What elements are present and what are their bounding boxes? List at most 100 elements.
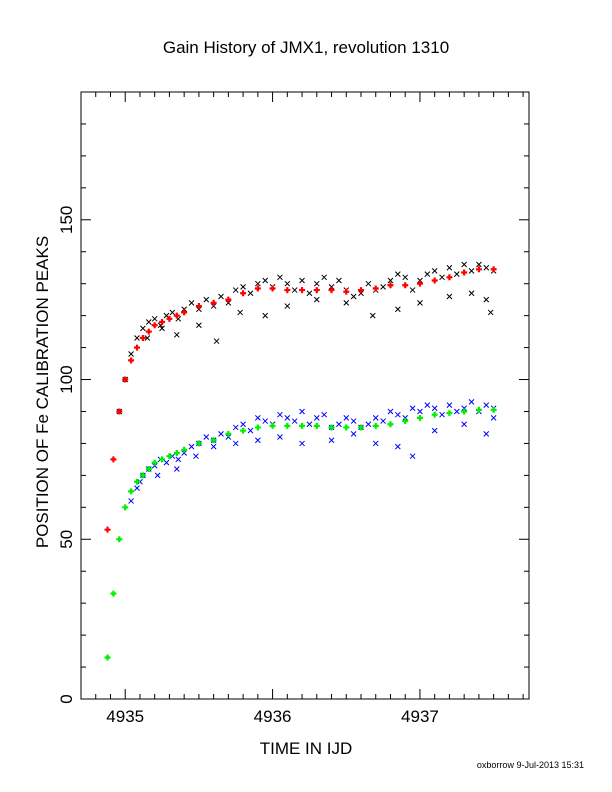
data-point	[175, 456, 182, 463]
data-point	[461, 261, 468, 268]
data-series	[144, 290, 494, 345]
data-point	[483, 402, 490, 408]
data-point	[110, 590, 117, 597]
data-point	[166, 453, 173, 460]
y-tick-label: 50	[57, 530, 76, 549]
data-point	[140, 325, 146, 332]
data-point	[416, 414, 423, 421]
data-point	[461, 269, 468, 276]
data-point	[225, 296, 232, 303]
data-point	[203, 296, 210, 303]
data-point	[128, 498, 134, 504]
data-point	[328, 424, 335, 431]
y-tick-labels: 0 50 100 150	[57, 206, 76, 704]
data-point	[409, 405, 416, 412]
data-point	[284, 303, 291, 309]
y-axis-label: POSITION OF Fe CALIBRATION PEAKS	[33, 236, 52, 548]
data-point	[299, 440, 305, 447]
data-point	[306, 290, 313, 297]
data-point	[277, 274, 283, 281]
data-point	[321, 411, 328, 418]
data-point	[210, 443, 217, 450]
data-point	[483, 430, 490, 437]
plot-frame	[80, 91, 530, 700]
data-point	[122, 504, 129, 511]
data-point	[328, 287, 335, 294]
data-point	[417, 277, 423, 284]
data-point	[321, 274, 328, 281]
data-point	[313, 422, 320, 429]
data-point	[387, 421, 394, 428]
data-point	[254, 280, 261, 287]
data-point	[173, 312, 180, 319]
data-series	[104, 406, 497, 661]
data-point	[475, 406, 482, 413]
data-point	[402, 415, 409, 421]
data-point	[188, 443, 195, 450]
data-point	[350, 430, 357, 437]
data-point	[468, 399, 475, 405]
data-point	[262, 312, 269, 319]
data-point	[116, 408, 123, 415]
data-point	[240, 284, 246, 290]
data-point	[163, 459, 170, 466]
data-point	[468, 290, 475, 297]
data-point	[210, 437, 217, 444]
y-tick-label: 0	[57, 694, 76, 703]
data-point	[409, 453, 416, 460]
data-point	[145, 465, 152, 472]
data-point	[402, 274, 409, 281]
data-point	[145, 319, 152, 325]
data-point	[350, 293, 357, 300]
data-point	[358, 290, 364, 297]
data-point	[446, 264, 453, 271]
x-axis-label: TIME IN IJD	[260, 739, 353, 758]
data-point	[299, 277, 305, 284]
data-point	[237, 309, 244, 316]
data-point	[225, 299, 232, 306]
data-point	[203, 434, 210, 440]
data-point	[372, 440, 379, 447]
data-point	[468, 268, 475, 274]
data-point	[254, 437, 261, 444]
data-point	[188, 299, 195, 306]
data-point	[416, 280, 423, 287]
data-point	[439, 411, 445, 418]
data-point	[394, 306, 401, 313]
data-point	[299, 408, 305, 415]
data-point	[151, 322, 158, 329]
data-point	[195, 303, 202, 310]
data-point	[446, 274, 453, 281]
data-point	[431, 277, 438, 284]
data-point	[145, 328, 152, 335]
data-point	[343, 415, 350, 421]
data-point	[254, 415, 261, 421]
data-point	[181, 446, 188, 453]
data-point	[431, 427, 438, 434]
data-point	[402, 282, 409, 289]
data-point	[232, 287, 239, 293]
data-point	[193, 453, 199, 460]
data-point	[343, 299, 350, 306]
data-point	[453, 408, 460, 415]
data-point	[210, 303, 217, 309]
data-point	[151, 315, 158, 322]
data-series	[128, 399, 497, 504]
y-tick-label: 150	[57, 206, 76, 234]
data-point	[139, 334, 146, 341]
data-point	[210, 299, 217, 306]
data-point	[431, 411, 438, 418]
data-point	[313, 280, 320, 287]
data-point	[144, 335, 151, 341]
data-point	[213, 338, 220, 345]
data-point	[128, 488, 135, 495]
data-point	[476, 261, 482, 268]
credit-line: oxborrow 9-Jul-2013 15:31	[477, 760, 584, 770]
data-point	[299, 287, 306, 294]
data-point	[439, 274, 445, 281]
data-point	[262, 277, 269, 284]
data-point	[154, 472, 161, 479]
data-point	[487, 309, 494, 316]
data-point	[128, 357, 135, 364]
data-point	[343, 424, 350, 431]
